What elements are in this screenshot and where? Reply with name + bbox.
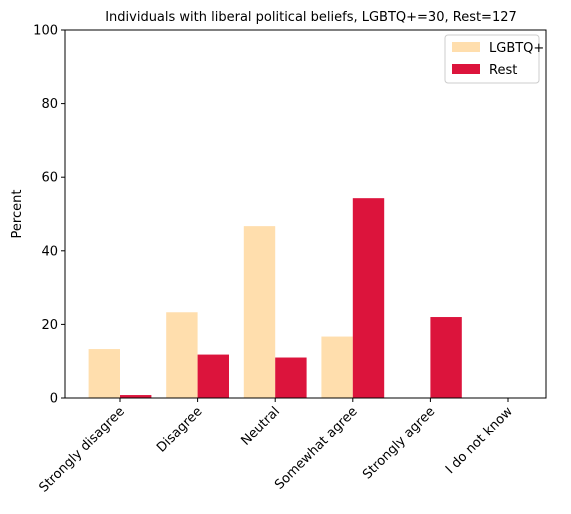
bar-lgbtq-3 [321, 336, 353, 398]
x-axis-ticks: Strongly disagree Disagree NeutralSomewhat… [36, 398, 516, 496]
bar-lgbtq-2 [243, 226, 276, 398]
bars [88, 198, 462, 398]
y-tick-label: 20 [41, 318, 58, 333]
bar-rest-4 [430, 317, 462, 398]
x-tick-label: Neutral [238, 404, 283, 449]
bar-rest-2 [275, 357, 307, 398]
y-tick-label: 60 [41, 171, 58, 186]
legend: LGBTQ+ Rest [444, 34, 544, 84]
x-tick-label: Strongly agree [360, 404, 438, 482]
bar-lgbtq-1 [166, 312, 198, 398]
y-tick-label: 100 [33, 24, 58, 39]
bar-lgbtq-0 [88, 349, 120, 398]
bar-rest-3 [352, 198, 385, 398]
legend-swatch-lgbtq [452, 42, 480, 52]
legend-label-rest: Rest [489, 63, 517, 78]
y-tick-label: 40 [41, 244, 58, 259]
bar-rest-1 [197, 354, 229, 398]
x-tick-label: I do not know [443, 404, 516, 477]
x-tick-label: Disagree [154, 404, 205, 455]
y-axis-ticks: 0 20 40 60 80 100 [33, 24, 65, 407]
legend-label-lgbtq: LGBTQ+ [489, 41, 544, 56]
y-tick-label: 0 [50, 392, 58, 407]
plot-frame [64, 29, 547, 399]
x-tick-label: Strongly disagree [36, 404, 127, 495]
chart-title: Individuals with liberal political belie… [105, 10, 517, 25]
legend-swatch-rest [452, 64, 480, 74]
y-axis-label: Percent [10, 190, 25, 239]
y-tick-label: 80 [41, 97, 58, 112]
x-tick-label: Somewhat agree [272, 404, 361, 493]
bar-rest-0 [120, 395, 152, 398]
